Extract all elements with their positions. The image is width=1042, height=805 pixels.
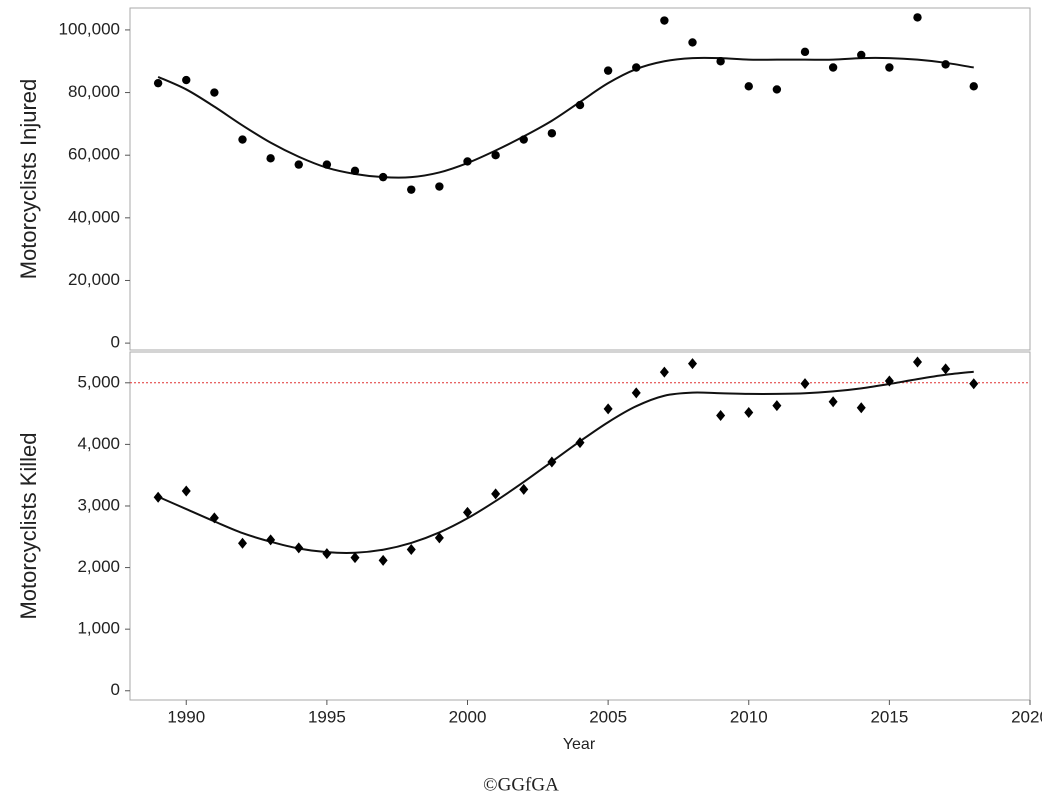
y-tick-label: 60,000 [68,145,120,164]
point [519,135,528,144]
point [350,166,360,176]
point [772,400,782,412]
point [322,160,332,169]
point [238,537,247,549]
point [435,182,444,191]
point [969,82,978,91]
point [182,75,191,85]
y-tick-label: 1,000 [77,619,120,638]
x-tick-label: 2010 [730,707,768,726]
y-tick-label: 0 [111,680,120,699]
point [407,185,416,194]
point [294,542,304,554]
point [575,100,585,110]
y-tick-label: 80,000 [68,82,120,101]
x-tick-label: 1995 [308,707,346,726]
y-tick-label: 0 [111,333,120,352]
x-tick-label: 2015 [870,707,908,726]
point [941,60,950,69]
point [772,85,782,94]
y-tick-label: 4,000 [77,434,120,453]
point [856,402,866,414]
point [238,135,247,144]
x-tick-label: 2005 [589,707,627,726]
point [688,38,697,47]
bottom-panel-frame [129,351,1031,701]
point [210,88,219,97]
point [716,57,725,66]
y-axis-label: Motorcyclists Injured [16,79,41,280]
point [322,548,332,560]
point [913,13,922,22]
point [660,16,669,25]
point [884,375,894,387]
point [913,356,922,368]
point [716,410,726,422]
point [828,396,838,408]
point [603,403,613,415]
top-panel-frame [129,7,1031,351]
y-axis-label: Motorcyclists Killed [16,432,41,619]
point [800,47,810,57]
point [547,129,557,138]
point [885,63,894,72]
point [491,488,501,500]
point [631,387,641,399]
point [434,532,444,544]
point [800,378,810,390]
point [575,437,585,449]
point [632,63,641,72]
point [603,66,613,75]
point [969,378,979,390]
fit-curve [157,56,974,179]
point [547,456,557,468]
point [350,552,360,564]
y-tick-label: 5,000 [77,372,120,391]
point [519,483,529,495]
point [153,491,163,503]
point [266,534,276,546]
point [941,363,951,375]
y-tick-label: 40,000 [68,207,120,226]
point [406,543,416,555]
copyright: ©GGfGA [483,774,559,795]
point [378,554,388,566]
y-tick-label: 3,000 [77,495,120,514]
x-tick-label: 2000 [449,707,487,726]
x-tick-label: 1990 [167,707,205,726]
point [181,485,191,497]
x-tick-label: 2020 [1011,707,1042,726]
x-axis-label: Year [563,736,596,753]
point [463,157,472,166]
point [828,63,838,72]
point [153,78,163,88]
point [463,506,472,518]
point [744,82,753,91]
point [688,358,697,370]
point [209,512,219,524]
y-tick-label: 20,000 [68,270,120,289]
point [659,366,669,378]
y-tick-label: 2,000 [77,557,120,576]
y-tick-label: 100,000 [59,19,120,38]
point [266,154,275,163]
point [857,50,866,60]
point [294,160,303,169]
fit-curve [157,370,974,554]
point [491,150,500,160]
point [378,172,388,182]
point [744,406,754,418]
